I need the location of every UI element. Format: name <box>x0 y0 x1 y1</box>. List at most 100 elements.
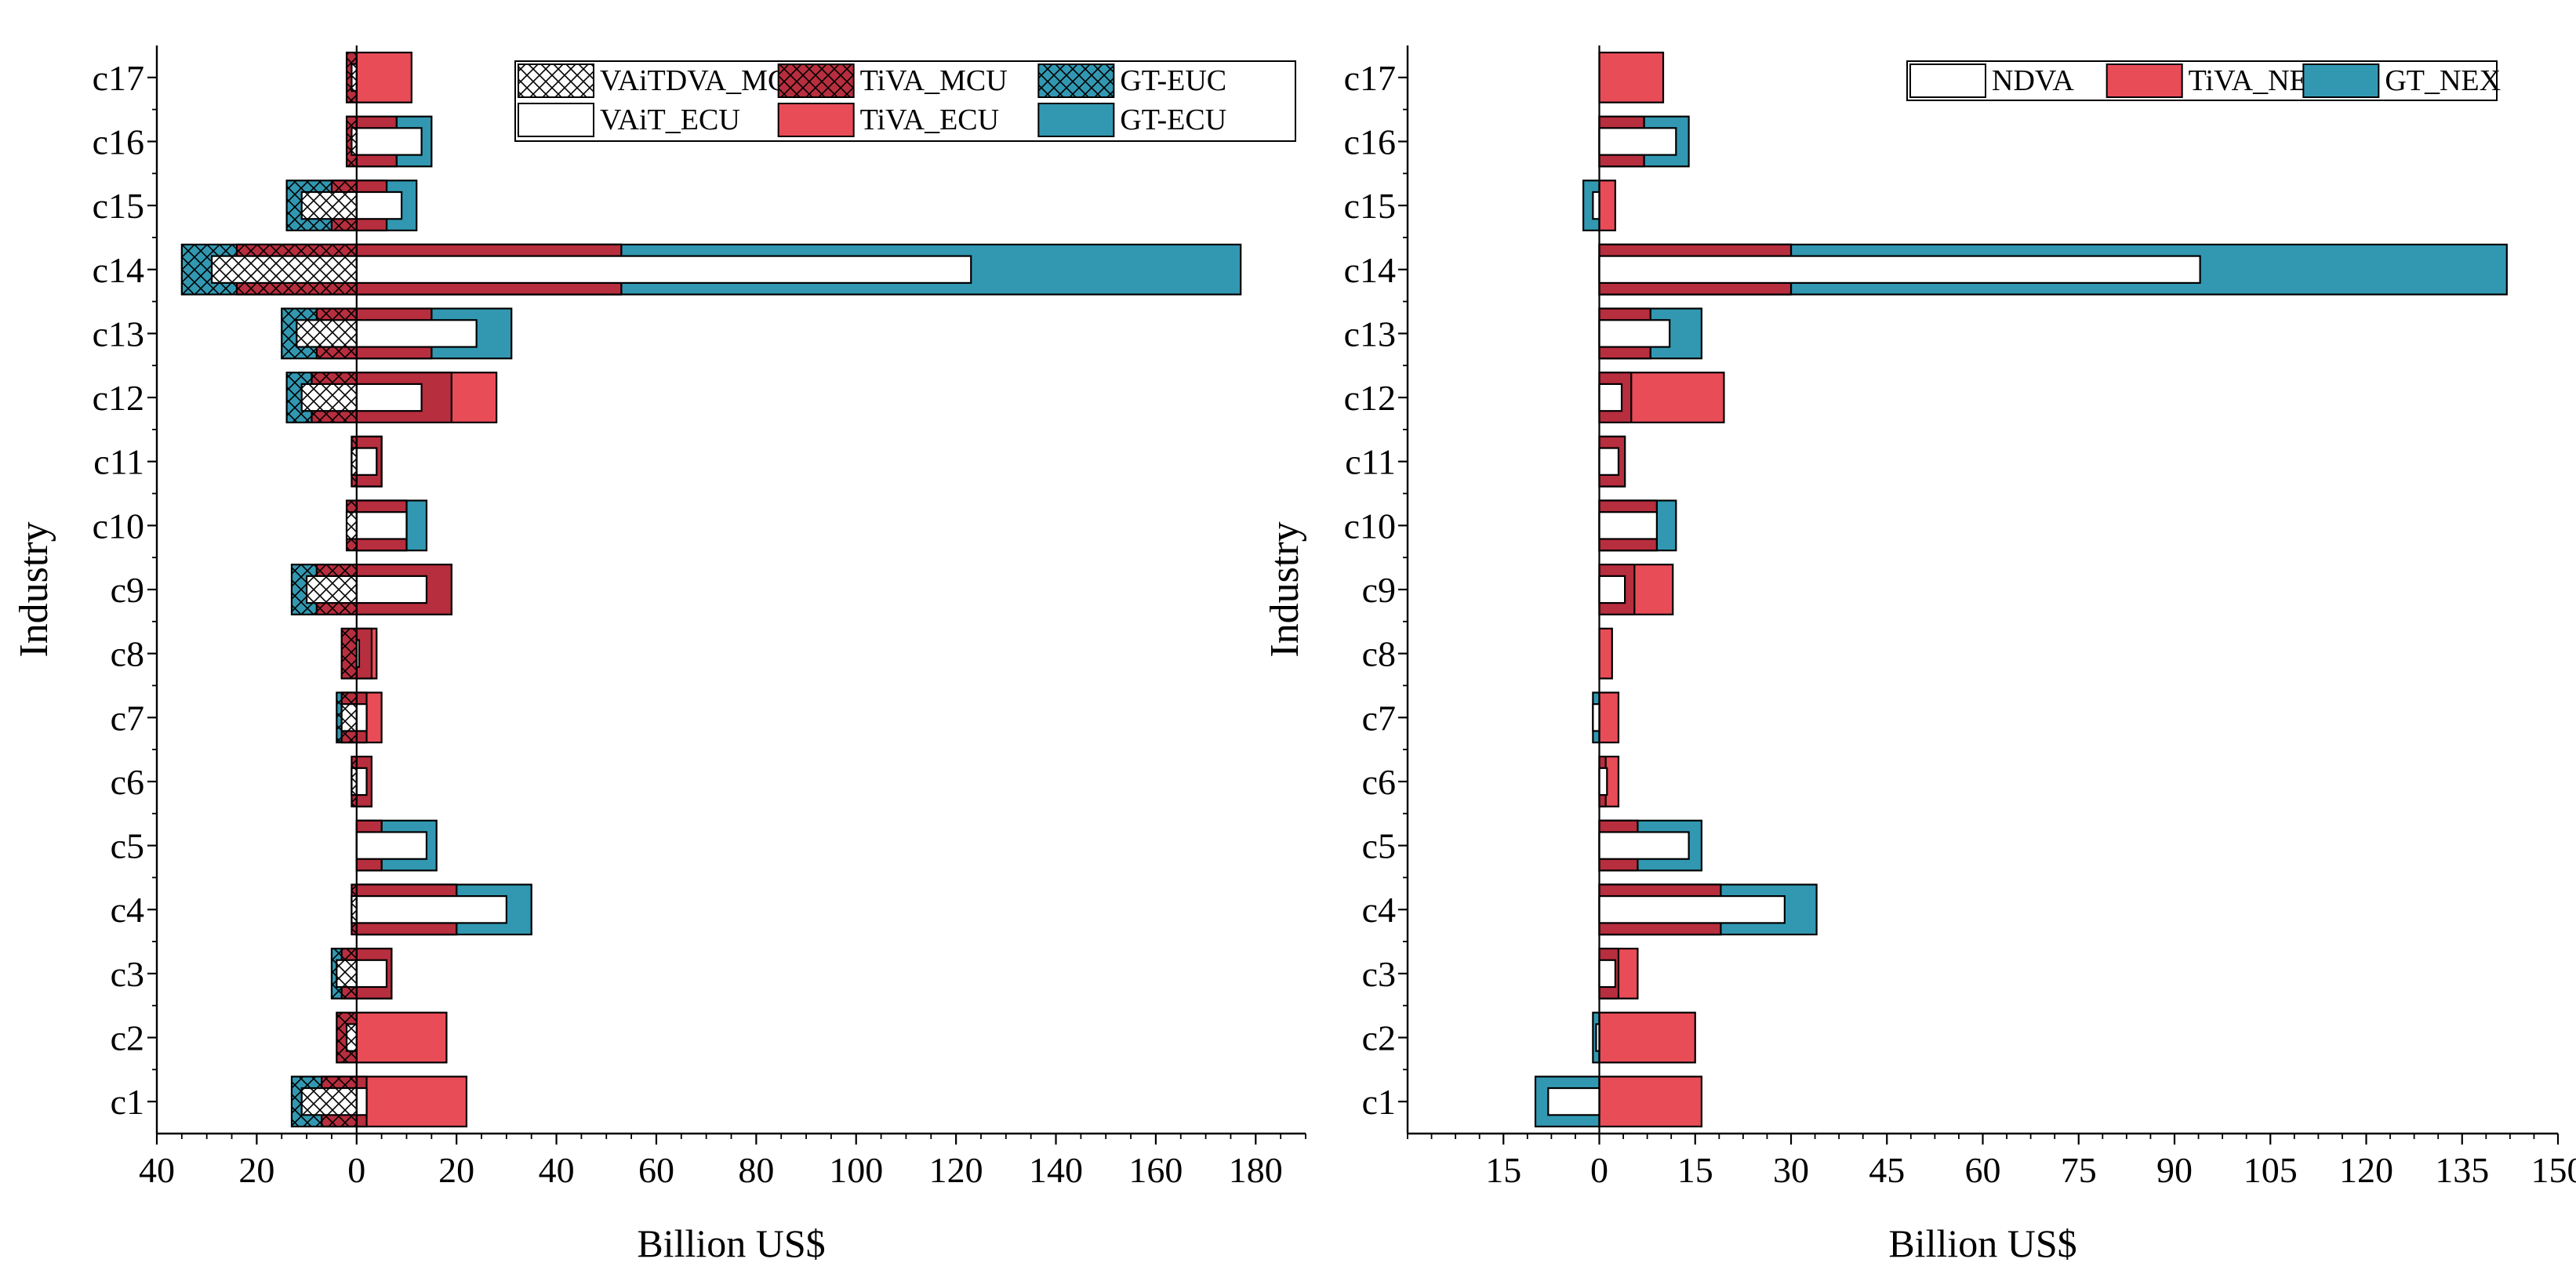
bar-tiva-ecu <box>357 1013 447 1063</box>
bar-vaitdva-mcu <box>302 192 357 219</box>
y-tick-label: c5 <box>111 826 144 866</box>
bar-vait-ecu <box>357 832 427 858</box>
legend-swatch <box>779 64 854 97</box>
x-tick-label: 15 <box>1485 1150 1521 1190</box>
legend-label: GT-EUC <box>1120 64 1226 97</box>
y-tick-label: c7 <box>111 698 144 738</box>
bar-vaitdva-mcu <box>302 1088 357 1115</box>
y-tick-label: c10 <box>1344 506 1396 546</box>
y-tick-label: c13 <box>1344 314 1396 354</box>
bar-vaitdva-mcu <box>347 512 357 539</box>
bar-vaitdva-mcu <box>212 256 357 283</box>
bar-tiva-nex <box>1600 1076 1702 1127</box>
y-tick-label: c1 <box>1362 1082 1396 1122</box>
y-tick-label: c5 <box>1362 826 1396 866</box>
y-tick-label: c17 <box>93 58 144 98</box>
legend-label: TiVA_ECU <box>860 103 999 136</box>
x-tick-label: 105 <box>2244 1150 2298 1190</box>
bar-vaitdva-mcu <box>296 320 356 346</box>
legend-swatch <box>779 103 854 136</box>
legend-label: GT_NEX <box>2385 64 2501 97</box>
bar-vait-ecu <box>357 896 507 923</box>
bar-tiva-mcu <box>342 629 357 679</box>
y-tick-label: c13 <box>93 314 144 354</box>
bar-ndva <box>1600 128 1677 154</box>
bar-tiva-ecu <box>357 53 412 103</box>
y-tick-label: c10 <box>93 506 144 546</box>
legend-label: TiVA_MCU <box>860 64 1008 97</box>
bar-ndva <box>1593 192 1599 219</box>
legend-swatch <box>1038 64 1114 97</box>
y-tick-label: c9 <box>111 570 144 610</box>
legend-label: GT-ECU <box>1120 103 1226 136</box>
x-tick-label: 15 <box>1677 1150 1713 1190</box>
x-tick-label: 0 <box>1590 1150 1608 1190</box>
y-axis-label: Industry <box>12 521 56 657</box>
bar-vaitdva-mcu <box>302 384 357 411</box>
bar-vaitdva-mcu <box>347 1024 357 1050</box>
bar-tiva-nex <box>1600 1013 1695 1063</box>
x-tick-label: 45 <box>1869 1150 1905 1190</box>
x-tick-label: 40 <box>539 1150 575 1190</box>
x-tick-label: 40 <box>139 1150 175 1190</box>
bar-ndva <box>1600 448 1619 475</box>
x-tick-label: 140 <box>1029 1150 1083 1190</box>
x-tick-label: 120 <box>929 1150 983 1190</box>
x-axis-label: Billion US$ <box>1888 1221 2076 1265</box>
bar-ndva <box>1600 384 1622 411</box>
x-tick-label: 100 <box>829 1150 883 1190</box>
x-tick-label: 20 <box>238 1150 274 1190</box>
bar-vait-ecu <box>357 320 477 346</box>
bar-tiva-nex <box>1600 692 1619 742</box>
bar-ndva <box>1593 704 1599 731</box>
legend-swatch <box>518 103 594 136</box>
bar-vait-ecu <box>357 1088 367 1115</box>
x-tick-label: 60 <box>638 1150 674 1190</box>
bar-vait-ecu <box>357 576 427 603</box>
bar-vait-ecu <box>357 192 401 219</box>
y-tick-label: c15 <box>1344 186 1396 226</box>
bar-ndva <box>1600 512 1657 539</box>
y-tick-label: c6 <box>111 762 144 802</box>
left-chart-panel: c1c2c3c4c5c6c7c8c9c10c11c12c13c14c15c16c… <box>12 45 1306 1265</box>
bar-ndva <box>1600 256 2200 283</box>
y-tick-label: c2 <box>111 1018 144 1058</box>
bar-ndva <box>1600 768 1608 795</box>
y-tick-label: c15 <box>93 186 144 226</box>
bar-tiva-ecu <box>357 1076 467 1127</box>
bar-vait-ecu <box>357 448 376 475</box>
y-tick-label: c8 <box>111 634 144 674</box>
x-tick-label: 60 <box>1965 1150 2001 1190</box>
bar-vait-ecu <box>357 128 422 154</box>
legend-swatch <box>1910 64 1986 97</box>
y-tick-label: c16 <box>93 122 144 161</box>
legend-swatch <box>2303 64 2378 97</box>
y-tick-label: c16 <box>1344 122 1396 161</box>
y-tick-label: c11 <box>1345 442 1396 482</box>
x-tick-label: 135 <box>2435 1150 2489 1190</box>
bar-vait-ecu <box>357 768 367 795</box>
y-tick-label: c12 <box>1344 378 1396 418</box>
bar-vaitdva-mcu <box>342 704 357 731</box>
y-tick-label: c2 <box>1362 1018 1396 1058</box>
y-tick-label: c4 <box>111 890 144 930</box>
y-tick-label: c8 <box>1362 634 1396 674</box>
bar-ndva <box>1600 960 1615 987</box>
bar-vait-ecu <box>357 704 367 731</box>
bar-vait-ecu <box>357 256 971 283</box>
x-tick-label: 20 <box>438 1150 474 1190</box>
bar-vait-ecu <box>357 384 422 411</box>
y-tick-label: c3 <box>111 954 144 994</box>
x-tick-label: 150 <box>2531 1150 2576 1190</box>
x-axis-label: Billion US$ <box>637 1221 825 1265</box>
x-tick-label: 0 <box>347 1150 365 1190</box>
legend-swatch <box>2107 64 2182 97</box>
x-tick-label: 180 <box>1229 1150 1283 1190</box>
bar-vaitdva-mcu <box>307 576 357 603</box>
bar-ndva <box>1548 1088 1599 1115</box>
y-tick-label: c9 <box>1362 570 1396 610</box>
bar-ndva <box>1600 896 1785 923</box>
bar-vait-ecu <box>357 512 407 539</box>
